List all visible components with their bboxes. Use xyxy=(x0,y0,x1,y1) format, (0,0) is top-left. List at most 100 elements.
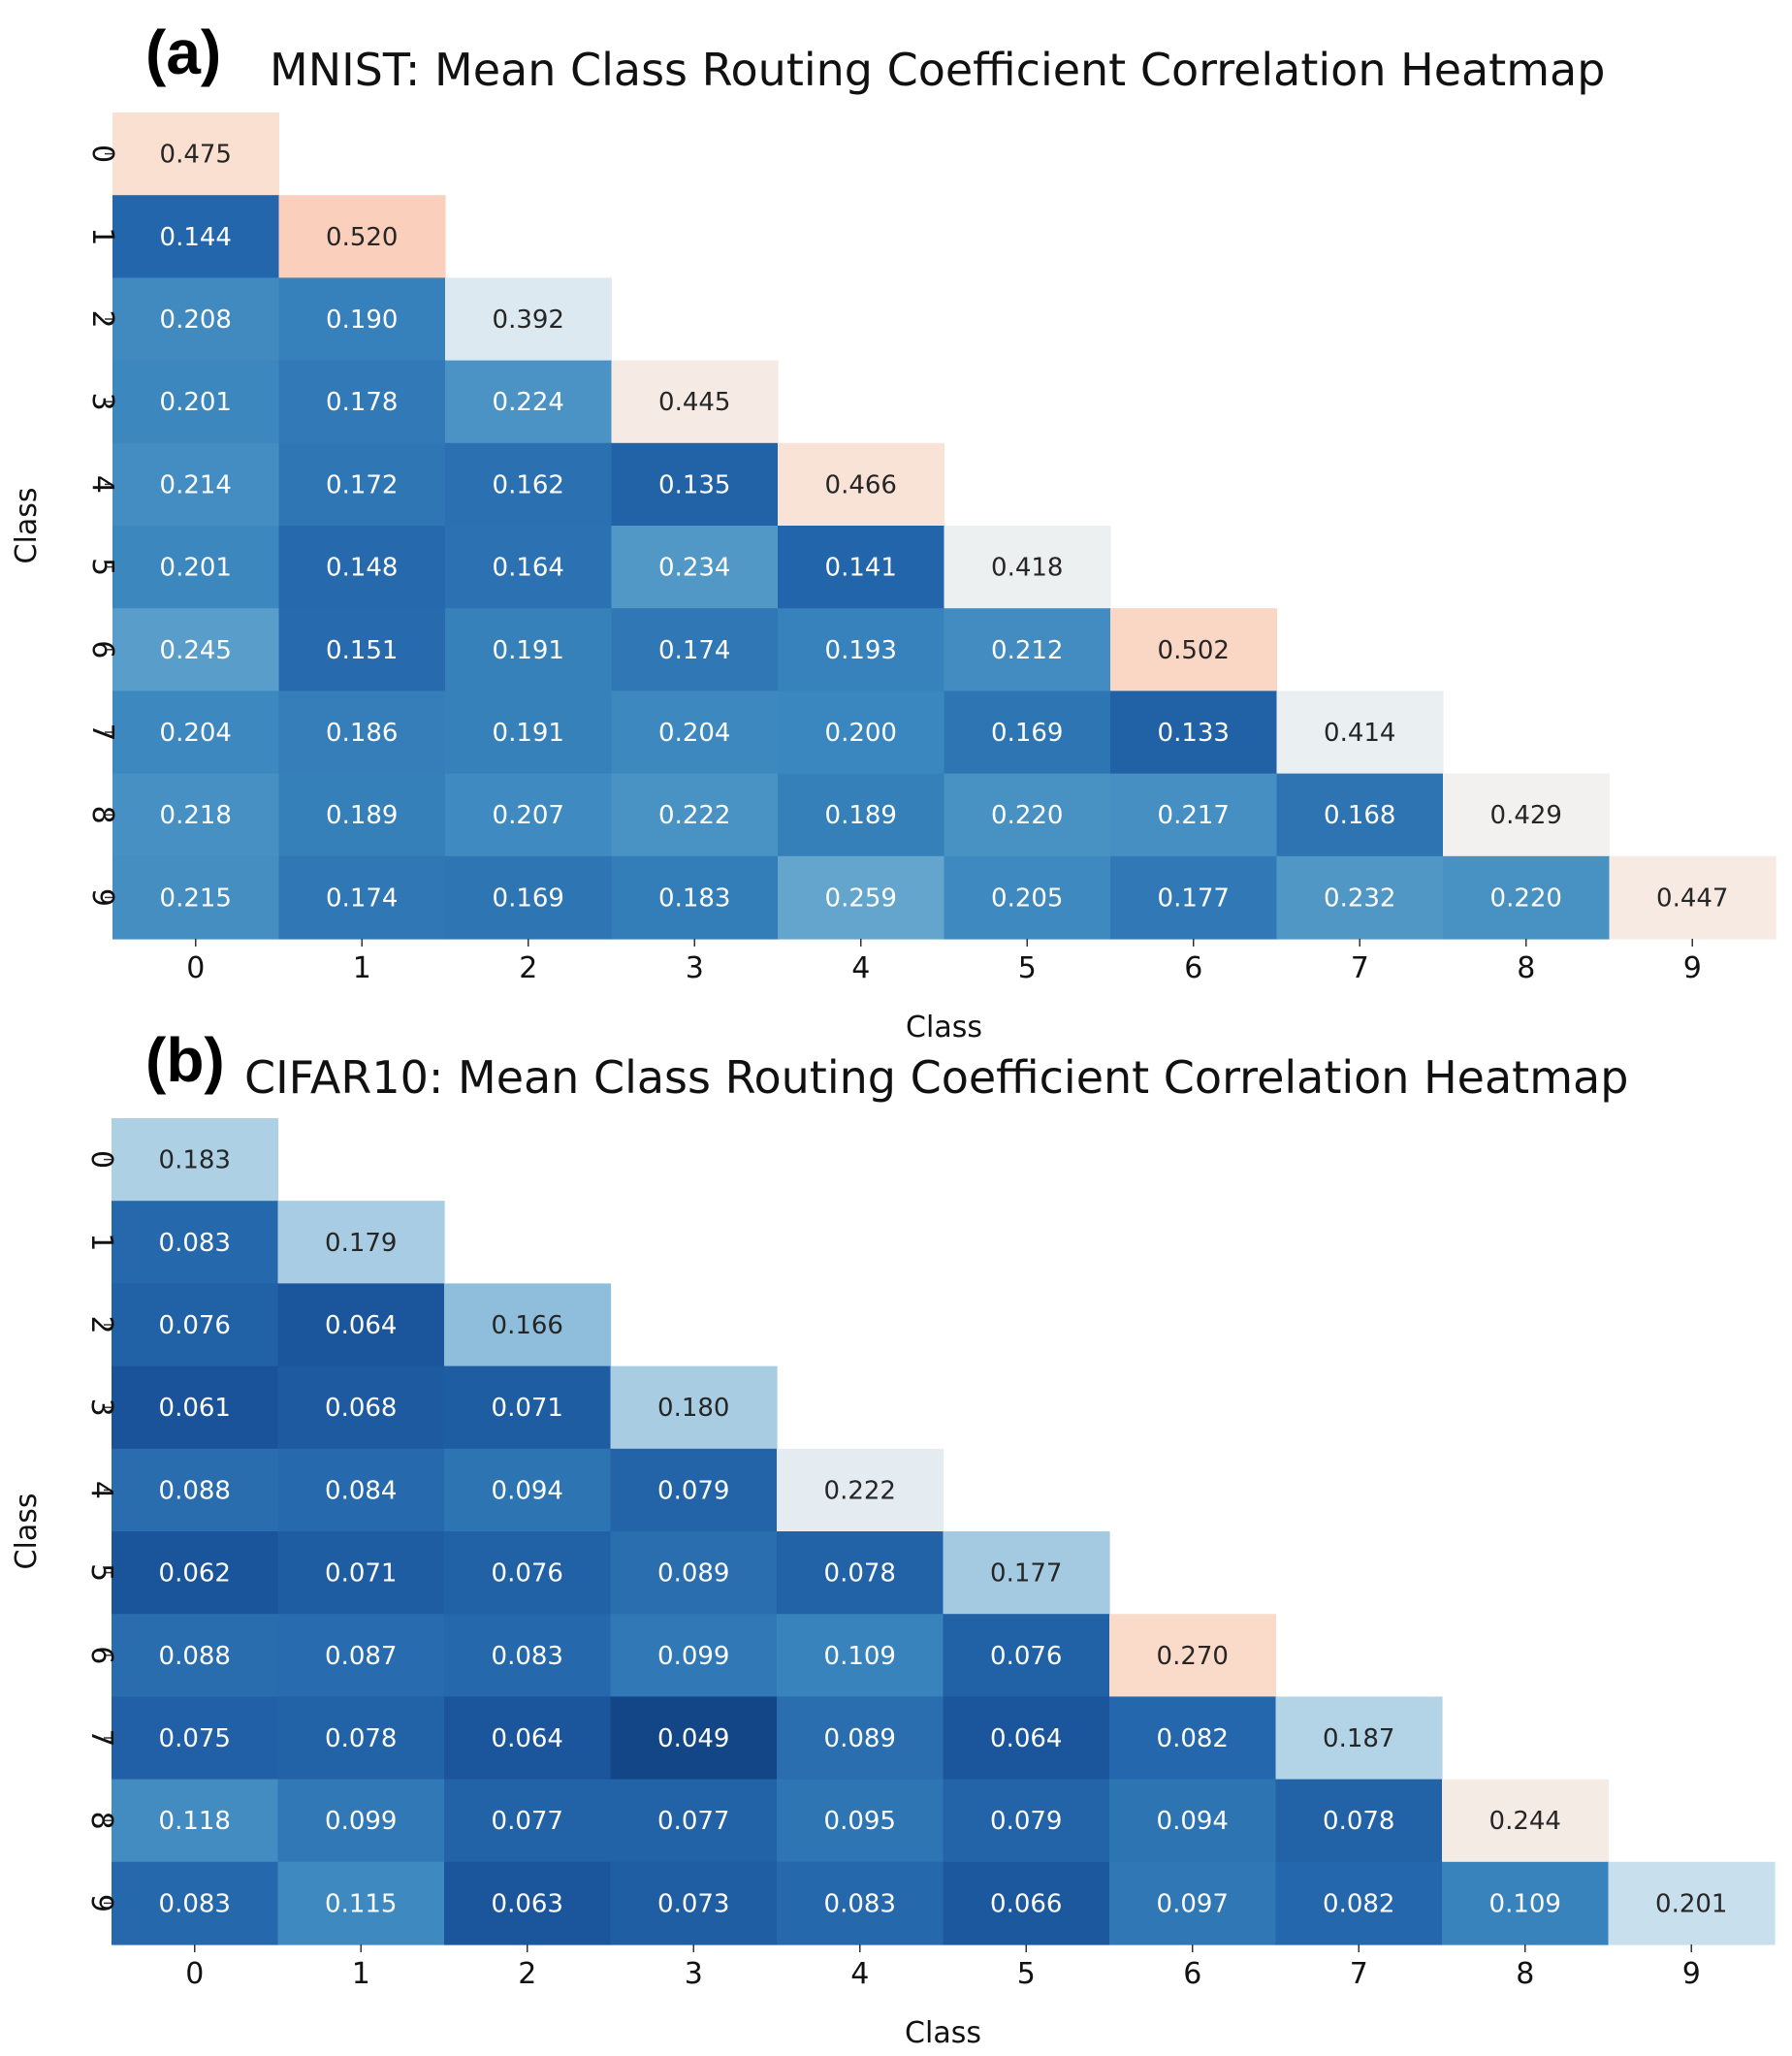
heatmap-cell-a-r2-c2 xyxy=(445,277,613,362)
y-axis-label-b: Class xyxy=(10,1494,44,1570)
heatmap-cell-b-r9-c4 xyxy=(777,1861,944,1945)
y-tick-label-a-9: 9 xyxy=(85,888,119,907)
cell-value-label-a-r6-c4: 0.193 xyxy=(825,636,897,665)
heatmap-cell-a-r5-c3 xyxy=(611,526,779,609)
cell-value-label-b-r9-c8: 0.109 xyxy=(1489,1889,1561,1918)
cell-value-label-b-r7-c7: 0.187 xyxy=(1323,1724,1394,1753)
x-tick-label-b-1: 1 xyxy=(352,1957,370,1991)
heatmap-cell-b-r9-c0 xyxy=(112,1861,279,1945)
cell-value-label-b-r9-c6: 0.097 xyxy=(1157,1889,1229,1918)
x-tick-label-b-7: 7 xyxy=(1350,1957,1368,1991)
cell-value-label-b-r6-c0: 0.088 xyxy=(159,1642,231,1671)
cell-value-label-b-r7-c5: 0.064 xyxy=(990,1724,1062,1753)
y-tick-label-a-6: 6 xyxy=(85,640,119,659)
heatmap-cell-b-r4-c2 xyxy=(444,1448,612,1532)
cell-value-label-a-r6-c3: 0.174 xyxy=(658,636,730,665)
cell-value-label-b-r7-c0: 0.075 xyxy=(159,1724,231,1753)
y-tick-label-a-8: 8 xyxy=(85,806,119,824)
cell-value-label-a-r9-c7: 0.232 xyxy=(1324,883,1395,913)
cell-value-label-b-r2-c2: 0.166 xyxy=(492,1311,563,1340)
heatmap-cell-a-r4-c2 xyxy=(445,442,613,527)
heatmap-cell-b-r9-c2 xyxy=(444,1861,612,1945)
heatmap-cell-b-r9-c1 xyxy=(277,1861,445,1945)
heatmap-cell-a-r8-c3 xyxy=(611,773,779,857)
cell-value-label-b-r7-c2: 0.064 xyxy=(492,1724,563,1753)
heatmap-cell-b-r8-c5 xyxy=(943,1779,1110,1863)
heatmap-cell-b-r8-c2 xyxy=(444,1779,612,1863)
cell-value-label-b-r3-c2: 0.071 xyxy=(492,1394,563,1423)
x-axis-label-b: Class xyxy=(905,2016,981,2050)
x-tick-label-a-2: 2 xyxy=(519,951,537,985)
heatmap-cell-a-r6-c6 xyxy=(1110,608,1278,691)
heatmap-cell-a-r3-c0 xyxy=(112,360,280,444)
heatmap-cell-b-r7-c4 xyxy=(777,1696,944,1781)
heatmap-cell-b-r4-c0 xyxy=(112,1448,279,1532)
heatmap-cell-a-r8-c1 xyxy=(278,773,446,857)
cell-value-label-b-r4-c3: 0.079 xyxy=(657,1476,729,1505)
cell-value-label-a-r8-c4: 0.189 xyxy=(825,801,897,830)
cell-value-label-b-r7-c6: 0.082 xyxy=(1157,1724,1229,1753)
heatmap-cell-a-r4-c0 xyxy=(112,442,280,527)
x-tick-label-a-9: 9 xyxy=(1683,951,1702,985)
heatmap-cell-a-r8-c6 xyxy=(1110,773,1278,857)
cell-value-label-a-r0-c0: 0.475 xyxy=(160,141,232,170)
heatmap-cell-a-r5-c5 xyxy=(944,526,1111,609)
cell-value-label-b-r8-c4: 0.095 xyxy=(824,1807,896,1836)
cell-value-label-a-r1-c1: 0.520 xyxy=(326,223,398,252)
x-tick-label-b-4: 4 xyxy=(850,1957,869,1991)
heatmap-cell-b-r9-c7 xyxy=(1275,1861,1443,1945)
heatmap-cell-a-r6-c4 xyxy=(778,608,945,691)
heatmap-cell-a-r7-c3 xyxy=(611,691,779,775)
cell-value-label-b-r9-c4: 0.083 xyxy=(824,1889,896,1918)
cell-value-label-b-r3-c3: 0.180 xyxy=(657,1394,729,1423)
y-tick-label-b-7: 7 xyxy=(84,1728,118,1747)
heatmap-cell-b-r9-c3 xyxy=(610,1861,778,1945)
y-tick-label-a-7: 7 xyxy=(85,723,119,741)
heatmap-cell-a-r9-c6 xyxy=(1110,855,1278,940)
cell-value-label-a-r8-c5: 0.220 xyxy=(991,801,1063,830)
cell-value-label-a-r5-c3: 0.234 xyxy=(658,554,730,583)
heatmap-cell-b-r7-c0 xyxy=(112,1696,279,1781)
cell-value-label-b-r8-c1: 0.099 xyxy=(325,1807,397,1836)
heatmap-cell-a-r5-c1 xyxy=(278,526,446,609)
x-tick-label-b-9: 9 xyxy=(1682,1957,1701,1991)
cell-value-label-b-r0-c0: 0.183 xyxy=(159,1146,231,1175)
cell-value-label-a-r8-c7: 0.168 xyxy=(1324,801,1395,830)
heatmap-cell-a-r8-c7 xyxy=(1276,773,1444,857)
heatmap-cell-b-r6-c4 xyxy=(777,1614,944,1697)
cell-value-label-b-r5-c1: 0.071 xyxy=(325,1559,397,1589)
cell-value-label-b-r6-c3: 0.099 xyxy=(657,1642,729,1671)
y-tick-label-b-2: 2 xyxy=(84,1315,118,1333)
cell-value-label-b-r7-c1: 0.078 xyxy=(325,1724,397,1753)
heatmap-cell-b-r7-c5 xyxy=(943,1696,1110,1781)
cell-value-label-b-r9-c0: 0.083 xyxy=(159,1889,231,1918)
cell-value-label-b-r8-c3: 0.077 xyxy=(657,1807,729,1836)
heatmap-panel-a: (a) MNIST: Mean Class Routing Coefficient… xyxy=(10,17,1776,1044)
cell-value-label-b-r4-c4: 0.222 xyxy=(824,1476,896,1505)
cell-value-label-a-r7-c5: 0.169 xyxy=(991,719,1063,748)
heatmap-cell-a-r7-c0 xyxy=(112,691,280,775)
cell-value-label-a-r3-c2: 0.224 xyxy=(493,388,564,417)
cell-value-label-a-r8-c6: 0.217 xyxy=(1158,801,1230,830)
heatmap-cell-a-r9-c5 xyxy=(944,855,1111,940)
cell-value-label-b-r2-c0: 0.076 xyxy=(159,1311,231,1340)
heatmap-cell-b-r5-c5 xyxy=(943,1531,1110,1615)
heatmap-cell-a-r6-c1 xyxy=(278,608,446,691)
x-axis-label-a: Class xyxy=(906,1011,982,1044)
heatmap-cell-b-r1-c1 xyxy=(277,1201,445,1284)
cell-value-label-a-r1-c0: 0.144 xyxy=(160,223,232,252)
cell-value-label-a-r5-c0: 0.201 xyxy=(160,554,232,583)
cell-value-label-a-r5-c5: 0.418 xyxy=(991,554,1063,583)
heatmap-cell-a-r6-c0 xyxy=(112,608,280,691)
x-tick-label-b-6: 6 xyxy=(1183,1957,1201,1991)
cell-value-label-a-r8-c8: 0.429 xyxy=(1490,801,1562,830)
x-tick-label-a-8: 8 xyxy=(1517,951,1535,985)
y-tick-label-a-0: 0 xyxy=(85,145,119,163)
cell-value-label-a-r4-c1: 0.172 xyxy=(326,470,398,499)
heatmap-cell-b-r7-c1 xyxy=(277,1696,445,1781)
y-tick-label-a-3: 3 xyxy=(85,393,119,411)
cell-value-label-b-r9-c2: 0.063 xyxy=(492,1889,563,1918)
y-tick-label-a-4: 4 xyxy=(85,475,119,494)
heatmap-cell-a-r7-c7 xyxy=(1276,691,1444,775)
